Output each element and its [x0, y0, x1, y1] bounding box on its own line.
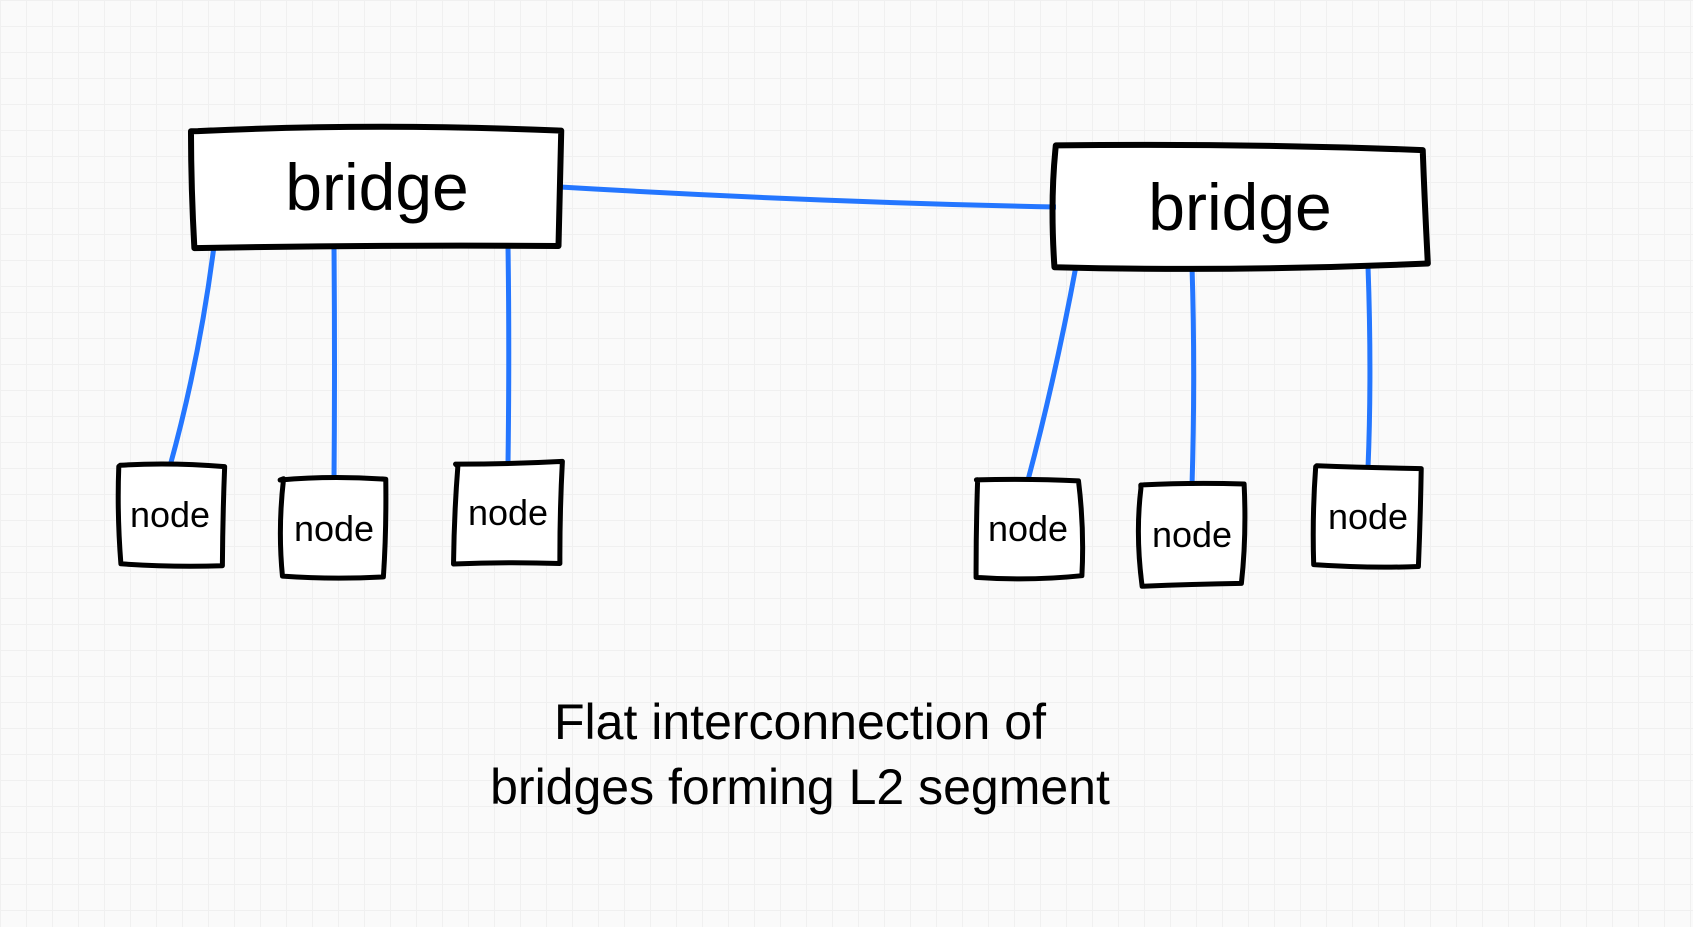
node-box: node: [1316, 468, 1420, 566]
node-label: node: [130, 494, 210, 536]
edge: [170, 246, 214, 466]
edge: [1192, 266, 1194, 486]
node-box: node: [1140, 486, 1244, 584]
bridge-box: bridge: [194, 128, 560, 246]
node-label: node: [1152, 514, 1232, 556]
node-label: node: [1328, 496, 1408, 538]
bridge-box: bridge: [1056, 148, 1424, 266]
edge: [1028, 266, 1076, 480]
node-box: node: [456, 464, 560, 562]
node-box: node: [976, 480, 1080, 578]
bridge-label: bridge: [1148, 169, 1331, 245]
edge: [560, 187, 1056, 207]
edge: [1368, 266, 1370, 468]
node-label: node: [294, 508, 374, 550]
node-box: node: [282, 480, 386, 578]
bridge-label: bridge: [285, 149, 468, 225]
node-box: node: [118, 466, 222, 564]
diagram-caption: Flat interconnection of bridges forming …: [360, 690, 1240, 820]
edge: [508, 246, 509, 464]
node-label: node: [468, 492, 548, 534]
node-label: node: [988, 508, 1068, 550]
